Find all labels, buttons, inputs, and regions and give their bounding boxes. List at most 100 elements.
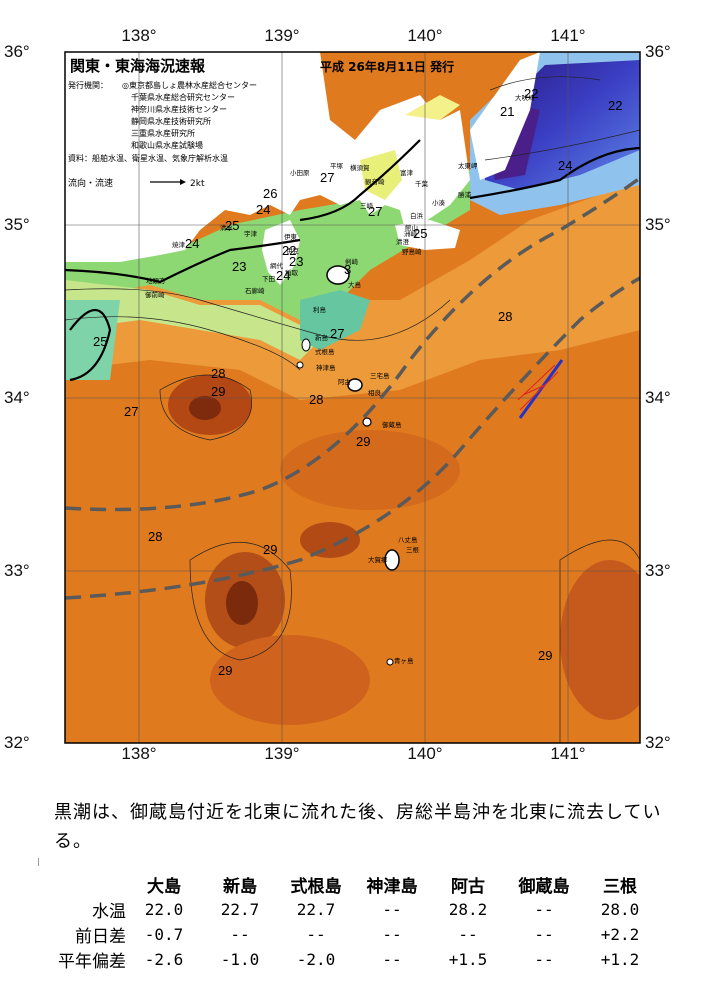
place-label: 式根島 xyxy=(315,347,335,356)
sst-label: 27 xyxy=(368,204,382,219)
place-label: 清澄 xyxy=(396,237,410,246)
place-label: 白浜 xyxy=(410,211,424,220)
place-label: 相良 xyxy=(368,388,382,397)
lat-label-left: 35° xyxy=(4,215,30,234)
table-row: 前日差 -0.7 -- -- -- -- -- +2.2 xyxy=(38,922,658,947)
place-label: 大賀郷 xyxy=(368,555,388,564)
lon-label-top: 141° xyxy=(550,26,586,45)
sst-label: 25 xyxy=(93,334,107,349)
table-cell: -2.6 xyxy=(144,950,184,969)
sst-label: 28 xyxy=(309,392,323,407)
kuroshio-axis-south xyxy=(65,276,640,600)
place-label: 横須賀 xyxy=(350,163,370,172)
sst-label: 28 xyxy=(211,366,225,381)
table-cell: -- xyxy=(382,950,402,969)
sst-label: 3 xyxy=(344,262,351,277)
issue-date: 平成 26年8月11日 発行 xyxy=(320,59,454,74)
lat-label-right: 34° xyxy=(645,388,671,407)
legend-label: 流向・流速 xyxy=(68,177,113,189)
sst-label: 28 xyxy=(148,529,162,544)
place-label: 下田 xyxy=(262,275,275,283)
lon-label-bottom: 139° xyxy=(264,744,300,763)
place-label: 小田原 xyxy=(290,168,310,177)
place-label: 大島 xyxy=(348,280,362,289)
table-cell: -- xyxy=(306,925,326,944)
place-label: 三宅島 xyxy=(370,371,390,380)
table-cell: +2.2 xyxy=(600,925,640,944)
lat-label-left: 32° xyxy=(4,733,30,752)
sst-label: 21 xyxy=(500,104,514,119)
row-label: 水温 xyxy=(92,902,126,922)
table-cell: 22.7 xyxy=(296,900,336,919)
place-label: 千葉 xyxy=(415,179,429,188)
table-cell: +1.2 xyxy=(600,950,640,969)
agency-line: 神奈川県水産技術センター xyxy=(131,104,227,114)
table-cell: +1.5 xyxy=(448,950,488,969)
table-header: 阿古 xyxy=(451,877,485,897)
sea-temperature-map: 関東・東海海況速報 平成 26年8月11日 発行 発行機関： ◎東京都島しょ農林… xyxy=(64,51,641,744)
izu-peninsula xyxy=(262,220,300,285)
place-label: 小湊 xyxy=(432,198,446,207)
table-cell: 22.0 xyxy=(144,900,184,919)
map-frame xyxy=(64,51,641,744)
sst-label: 22 xyxy=(524,86,538,101)
table-header-row: 大島 新島 式根島 神津島 阿古 御蔵島 三根 xyxy=(38,872,658,897)
lat-label-right: 32° xyxy=(645,733,671,752)
table-cell: 28.2 xyxy=(448,900,488,919)
sst-label: 24 xyxy=(276,268,290,283)
sst-label: 28 xyxy=(498,309,512,324)
lat-label-left: 33° xyxy=(4,561,30,580)
place-label: 御蔵島 xyxy=(382,420,402,429)
mikurajima-island xyxy=(362,417,372,427)
place-label: 伊豆 xyxy=(286,246,300,255)
place-label: 野島崎 xyxy=(402,247,422,256)
place-label: 剣崎 xyxy=(345,257,359,266)
lat-label-right: 36° xyxy=(645,42,671,61)
lon-label-bottom: 140° xyxy=(407,744,443,763)
sst-label: 23 xyxy=(232,259,246,274)
sst-label: 29 xyxy=(263,542,277,557)
place-label: 大吠埼 xyxy=(515,93,535,102)
place-label: 御前崎 xyxy=(145,290,165,299)
row-label: 平年偏差 xyxy=(58,952,126,972)
ship-current-vectors xyxy=(517,359,564,419)
table-cell: -- xyxy=(534,950,554,969)
place-label: 阿古 xyxy=(338,377,352,386)
lat-label-right: 33° xyxy=(645,561,671,580)
sst-label: 25 xyxy=(225,218,239,233)
sst-label: 25 xyxy=(413,226,427,241)
sst-label: 26 xyxy=(263,186,277,201)
table-header: 新島 xyxy=(223,877,257,897)
place-label: 網代 xyxy=(270,261,284,270)
sst-label: 22 xyxy=(608,98,622,113)
agencies-label: 発行機関： xyxy=(68,80,108,90)
sst-label: 24 xyxy=(185,236,199,251)
place-label: 青ヶ島 xyxy=(394,656,414,665)
lat-label-left: 34° xyxy=(4,388,30,407)
place-label: 三根 xyxy=(406,545,420,554)
sst-labels: 22 22 21 24 26 24 25 27 27 25 24 23 22 2… xyxy=(93,86,622,678)
sst-label: 22 xyxy=(282,243,296,258)
place-label: 三崎 xyxy=(360,201,374,210)
aogashima-island xyxy=(386,658,394,666)
sst-label: 24 xyxy=(558,158,572,173)
sst-label: 29 xyxy=(538,648,552,663)
oshima-island xyxy=(326,265,350,285)
table-cell: -- xyxy=(534,900,554,919)
place-label: 八丈島 xyxy=(398,535,418,544)
map-svg: 関東・東海海況速報 平成 26年8月11日 発行 発行機関： ◎東京都島しょ農林… xyxy=(64,51,641,744)
sst-label: 23 xyxy=(289,254,303,269)
tokyo-bay xyxy=(405,95,460,120)
table-cell: 22.7 xyxy=(220,900,260,919)
lat-lon-grid xyxy=(65,52,640,743)
agency-line: 三重県水産研究所 xyxy=(131,128,195,138)
place-label: 稲取 xyxy=(285,268,299,277)
table-header: 大島 xyxy=(147,877,181,897)
agency-line: 千葉県水産総合研究センター xyxy=(131,92,235,102)
lon-label-bottom: 141° xyxy=(550,744,586,763)
place-label: 清水 xyxy=(220,223,234,232)
place-labels: 大吠埼 太東岬 勝浦 小湊 白浜 館山 野島崎 千葉 清澄 洲崎 剣崎 三崎 横… xyxy=(145,93,535,665)
place-label: 伊東 xyxy=(284,232,298,241)
lon-label-top: 138° xyxy=(121,26,157,45)
sst-label: 27 xyxy=(320,170,334,185)
